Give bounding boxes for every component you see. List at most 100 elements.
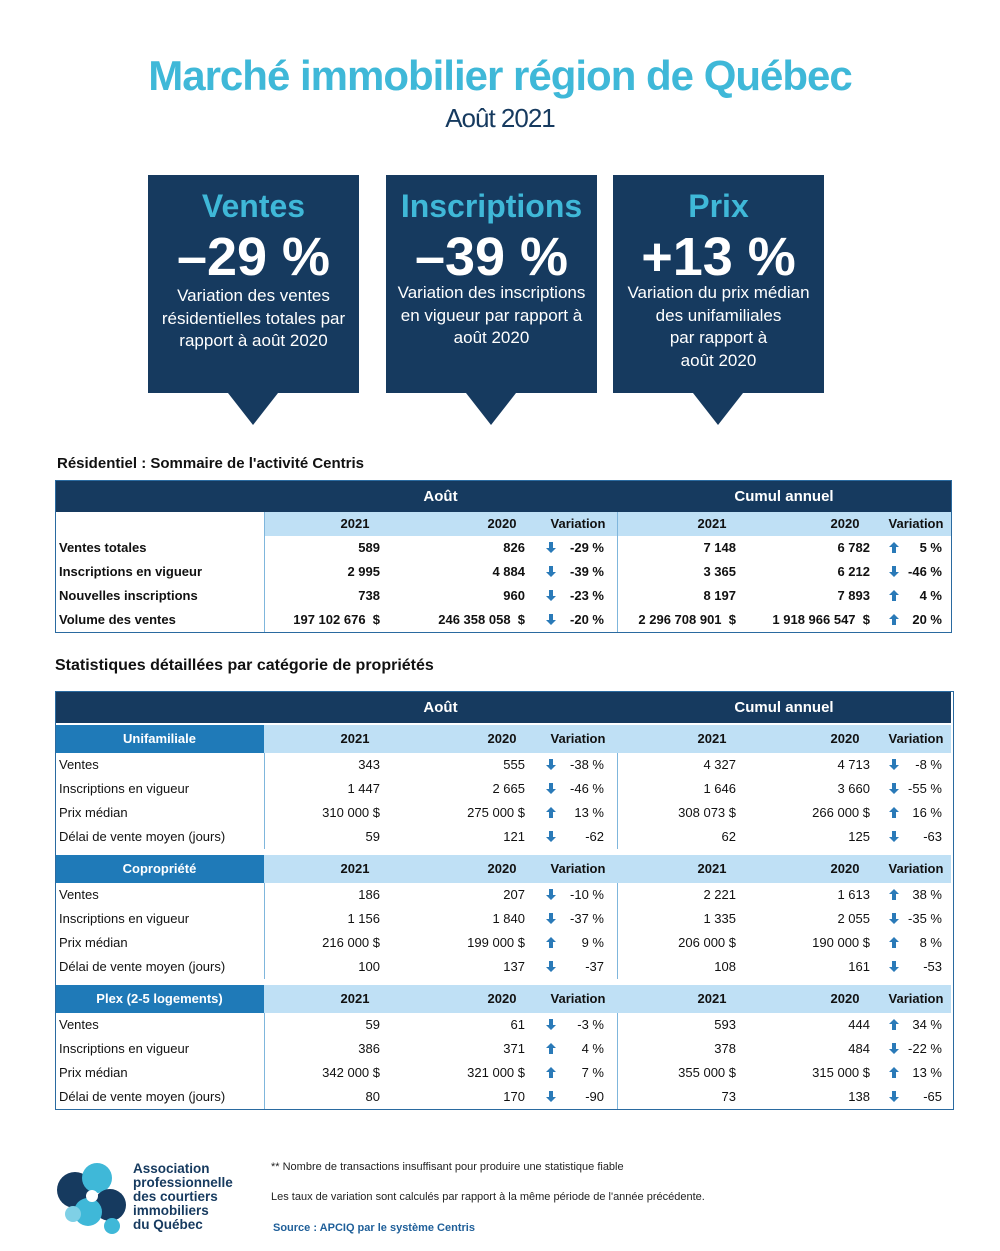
cell: 1 840 bbox=[492, 911, 525, 926]
cell: 275 000 $ bbox=[467, 805, 525, 820]
col-header: 2020 bbox=[487, 861, 517, 876]
col-header: 2020 bbox=[830, 991, 860, 1006]
card-text: août 2020 bbox=[680, 350, 757, 370]
arrow-down bbox=[889, 783, 899, 794]
cell: -8 % bbox=[915, 757, 942, 772]
row-label: Délai de vente moyen (jours) bbox=[59, 829, 226, 844]
cell: 2 665 bbox=[492, 781, 525, 796]
col-header: 2020 bbox=[830, 861, 860, 876]
cell: 3 365 bbox=[703, 564, 736, 579]
row-label: Inscriptions en vigueur bbox=[59, 781, 190, 796]
cell: 4 % bbox=[919, 588, 942, 603]
col-header: Variation bbox=[550, 991, 606, 1006]
arrow-down bbox=[546, 961, 556, 972]
card-heading: Prix bbox=[688, 188, 749, 224]
subheader-bar bbox=[264, 985, 951, 1013]
col-header: 2020 bbox=[487, 731, 517, 746]
arrow-down bbox=[546, 889, 556, 900]
arrow-down bbox=[546, 783, 556, 794]
arrow-down bbox=[546, 831, 556, 842]
section-title: Résidentiel : Sommaire de l'activité Cen… bbox=[57, 455, 365, 472]
arrow-down bbox=[546, 590, 556, 601]
cell: 4 327 bbox=[703, 757, 736, 772]
row-label: Volume des ventes bbox=[59, 612, 176, 627]
cell: 7 893 bbox=[837, 588, 870, 603]
arrow-down bbox=[546, 566, 556, 577]
subheader-bar bbox=[264, 855, 951, 883]
cell: 13 % bbox=[574, 805, 604, 820]
col-header: Variation bbox=[888, 731, 944, 746]
category-name: Plex (2-5 logements) bbox=[96, 991, 223, 1006]
row-label: Nouvelles inscriptions bbox=[59, 588, 198, 603]
arrow-down bbox=[889, 1091, 899, 1102]
cell: -20 % bbox=[570, 612, 604, 627]
card-text: par rapport à bbox=[669, 328, 768, 347]
arrow-up bbox=[889, 542, 899, 553]
cell: -3 % bbox=[577, 1017, 604, 1032]
cell: 59 bbox=[365, 829, 380, 844]
row-label: Inscriptions en vigueur bbox=[59, 564, 203, 579]
arrow-down bbox=[889, 913, 899, 924]
card-figure: –29 % bbox=[176, 227, 331, 287]
cell: 199 000 $ bbox=[467, 935, 525, 950]
cell: 186 bbox=[358, 887, 380, 902]
cell: 20 % bbox=[912, 612, 942, 627]
cell: 8 197 bbox=[703, 588, 736, 603]
cell: 137 bbox=[503, 959, 525, 974]
cell: 6 212 bbox=[837, 564, 870, 579]
card-text: août 2020 bbox=[453, 328, 530, 347]
divider bbox=[617, 512, 618, 632]
cell: 2 995 bbox=[347, 564, 380, 579]
subheader-bar bbox=[264, 512, 951, 536]
cell: 7 148 bbox=[703, 540, 736, 555]
cell: 960 bbox=[503, 588, 525, 603]
cell: 80 bbox=[365, 1089, 380, 1104]
cell: 1 646 bbox=[703, 781, 736, 796]
cell: 7 % bbox=[581, 1065, 604, 1080]
cell: 4 713 bbox=[837, 757, 870, 772]
arrow-down bbox=[889, 961, 899, 972]
category-name: Unifamiliale bbox=[123, 731, 196, 746]
arrow-up bbox=[889, 1067, 899, 1078]
logo-mark bbox=[57, 1163, 126, 1234]
logo-text: immobiliers bbox=[133, 1203, 209, 1218]
group-header: Cumul annuel bbox=[734, 699, 834, 716]
cell: 826 bbox=[503, 540, 525, 555]
cell: 125 bbox=[848, 829, 870, 844]
arrow-up bbox=[889, 937, 899, 948]
col-header: Variation bbox=[888, 516, 944, 531]
cell: 589 bbox=[358, 540, 380, 555]
cell: 9 % bbox=[581, 935, 604, 950]
arrow-down bbox=[546, 1019, 556, 1030]
cell: 73 bbox=[721, 1089, 736, 1104]
card-heading: Ventes bbox=[201, 188, 306, 224]
cell: 6 782 bbox=[837, 540, 870, 555]
logo-text: Association bbox=[133, 1161, 210, 1176]
cell: 1 156 bbox=[347, 911, 380, 926]
arrow-up bbox=[889, 590, 899, 601]
table-border bbox=[55, 691, 954, 1110]
row-label: Ventes bbox=[59, 757, 99, 772]
category-name: Copropriété bbox=[122, 861, 197, 876]
cell: 484 bbox=[848, 1041, 870, 1056]
table-border bbox=[55, 480, 952, 633]
cell: 100 bbox=[358, 959, 380, 974]
cell: 207 bbox=[503, 887, 525, 902]
divider bbox=[617, 883, 618, 979]
arrow-down bbox=[546, 913, 556, 924]
cell: -35 % bbox=[908, 911, 942, 926]
arrow-down bbox=[889, 1043, 899, 1054]
category-bar bbox=[55, 725, 264, 753]
cell: -62 bbox=[585, 829, 604, 844]
cell: 310 000 $ bbox=[322, 805, 380, 820]
cell: 13 % bbox=[912, 1065, 942, 1080]
row-label: Délai de vente moyen (jours) bbox=[59, 959, 226, 974]
cell: 4 % bbox=[581, 1041, 604, 1056]
group-header: Cumul annuel bbox=[734, 488, 834, 505]
cell: 266 000 $ bbox=[812, 805, 870, 820]
cell: -46 % bbox=[570, 781, 604, 796]
cell: -10 % bbox=[570, 887, 604, 902]
cell: -37 bbox=[585, 959, 604, 974]
card-text: Variation du prix médian bbox=[627, 283, 810, 302]
cell: 246 358 058 $ bbox=[438, 612, 525, 627]
